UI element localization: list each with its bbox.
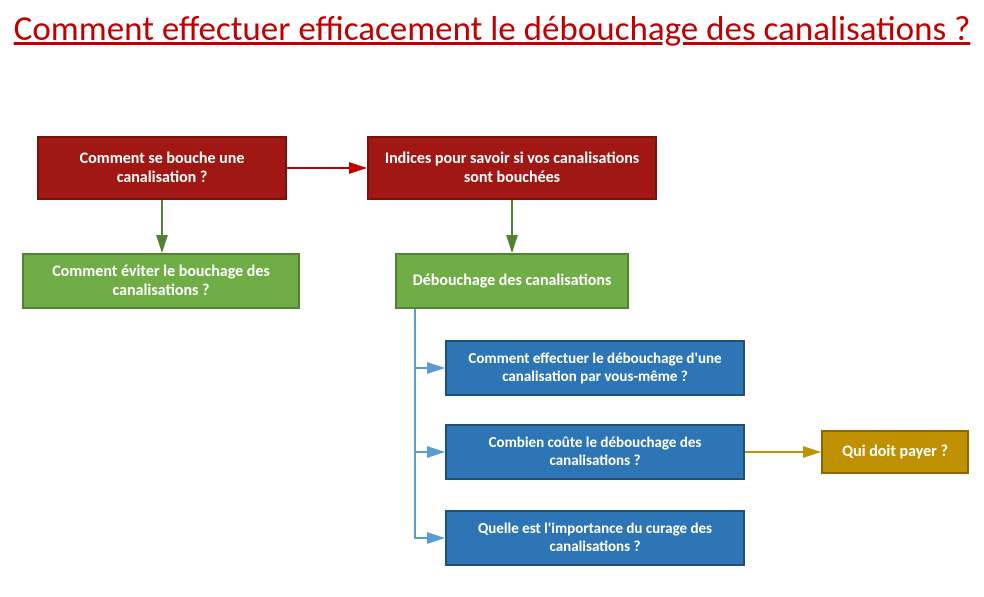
node-label: Qui doit payer ? xyxy=(842,442,948,461)
node-unclogging: Débouchage des canalisations xyxy=(395,253,629,309)
edge xyxy=(415,309,443,368)
node-importance: Quelle est l'importance du curage des ca… xyxy=(445,510,745,566)
node-how-clog: Comment se bouche une canalisation ? xyxy=(37,136,287,200)
node-who-pays: Qui doit payer ? xyxy=(821,430,969,474)
node-avoid-clog: Comment éviter le bouchage des canalisat… xyxy=(22,253,300,309)
node-signs-clogged: Indices pour savoir si vos canalisations… xyxy=(367,136,657,200)
node-label: Indices pour savoir si vos canalisations… xyxy=(379,149,645,187)
edge xyxy=(415,309,443,538)
node-cost: Combien coûte le débouchage des canalisa… xyxy=(445,424,745,480)
node-label: Débouchage des canalisations xyxy=(413,271,612,290)
node-label: Combien coûte le débouchage des canalisa… xyxy=(457,434,733,470)
node-label: Quelle est l'importance du curage des ca… xyxy=(457,520,733,556)
edge xyxy=(415,309,443,452)
node-label: Comment se bouche une canalisation ? xyxy=(49,149,275,187)
node-diy: Comment effectuer le débouchage d'une ca… xyxy=(445,340,745,396)
page-title: Comment effectuer efficacement le débouc… xyxy=(0,0,984,50)
node-label: Comment effectuer le débouchage d'une ca… xyxy=(457,350,733,386)
node-label: Comment éviter le bouchage des canalisat… xyxy=(34,262,288,300)
